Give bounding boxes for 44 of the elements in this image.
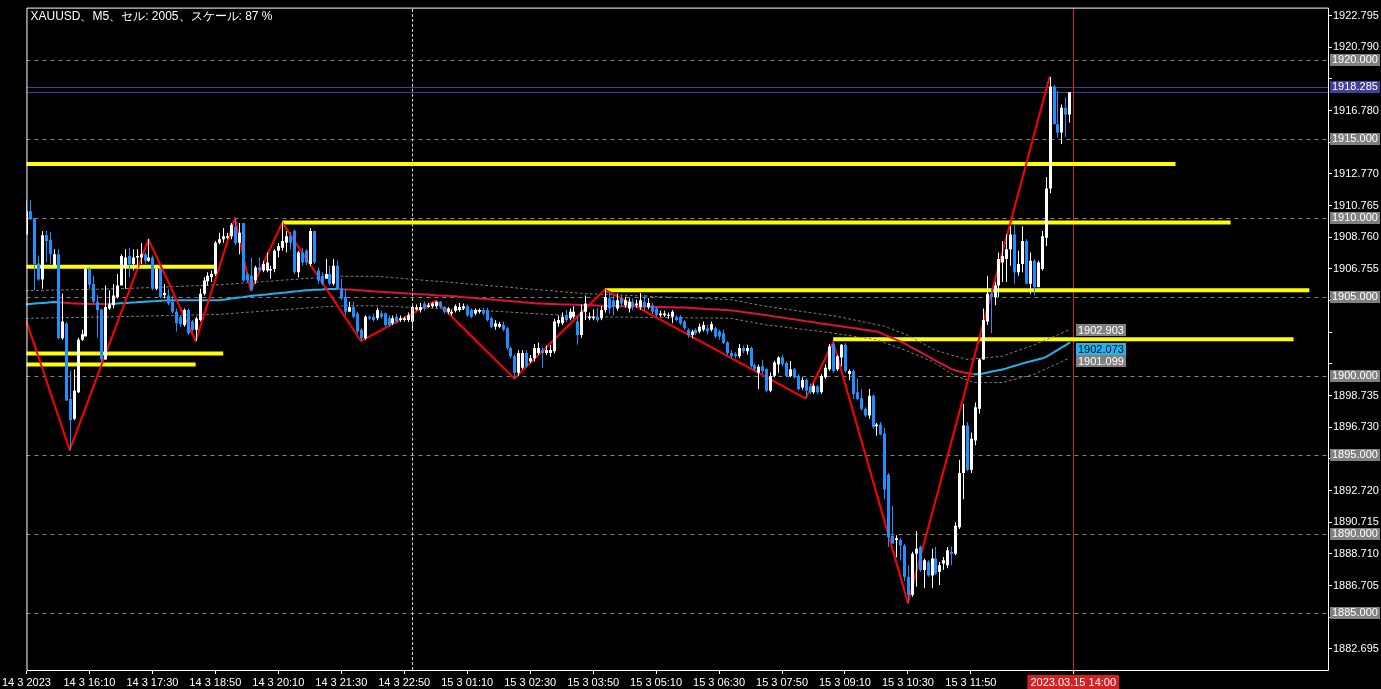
x-tick-label: 14 3 20:10 <box>252 675 305 688</box>
y-tick-label: 1888.710 <box>1333 546 1379 559</box>
ref-line-label: 1910.000 <box>1332 211 1378 224</box>
y-tick-label: 1898.735 <box>1333 388 1379 401</box>
y-tick-label: 1906.755 <box>1333 261 1379 274</box>
y-tick-label: 1890.715 <box>1333 515 1379 528</box>
x-tick-label: 14 3 18:50 <box>189 675 242 688</box>
ref-line-label: 1895.000 <box>1332 448 1378 461</box>
y-tick-label: 1920.790 <box>1333 40 1379 53</box>
x-tick-label: 15 3 05:10 <box>630 675 683 688</box>
ref-line-label: 1890.000 <box>1332 527 1378 540</box>
x-tick-label: 15 3 02:30 <box>504 675 557 688</box>
x-tick-label: 15 3 07:50 <box>756 675 809 688</box>
y-tick-label: 1910.765 <box>1333 198 1379 211</box>
x-tick-label: 15 3 01:10 <box>441 675 494 688</box>
ref-line-label: 1918.285 <box>1332 80 1378 93</box>
x-tick-label: 14 3 2023 <box>2 675 51 688</box>
y-tick-label: 1922.795 <box>1333 8 1379 21</box>
chart-title: XAUUSD、M5、セル: 2005、スケール: 87 % <box>30 8 273 23</box>
x-tick-label: 14 3 16:10 <box>63 675 116 688</box>
y-tick-label: 1896.730 <box>1333 420 1379 433</box>
y-tick-label: 1886.705 <box>1333 578 1379 591</box>
x-tick-label: 14 3 17:30 <box>126 675 179 688</box>
y-tick-label: 1916.780 <box>1333 103 1379 116</box>
x-tick-label: 15 3 03:50 <box>567 675 620 688</box>
x-tick-label: 15 3 09:10 <box>818 675 871 688</box>
ref-line-label: 1915.000 <box>1332 132 1378 145</box>
x-tick-label: 15 3 10:30 <box>881 675 934 688</box>
ref-line-label: 1920.000 <box>1332 53 1378 66</box>
x-tick-label: 15 3 11:50 <box>945 675 997 688</box>
x-tick-label: 14 3 22:50 <box>378 675 431 688</box>
y-tick-label: 1908.760 <box>1333 230 1379 243</box>
data-label: 1902.903 <box>1078 323 1124 336</box>
ref-line-label: 1900.000 <box>1332 369 1378 382</box>
y-tick-label: 1892.720 <box>1333 483 1379 496</box>
y-tick-label: 1912.770 <box>1333 166 1379 179</box>
ref-line-label: 1885.000 <box>1332 606 1378 619</box>
data-label: 1901.099 <box>1078 354 1124 367</box>
data-label: 1902.073 <box>1078 342 1124 355</box>
x-tick-label: 2023.03.15 14:00 <box>1030 675 1117 688</box>
x-tick-label: 14 3 21:30 <box>315 675 368 688</box>
y-tick-label: 1882.695 <box>1333 642 1379 654</box>
ref-line-label: 1905.000 <box>1332 290 1378 303</box>
x-tick-label: 15 3 06:30 <box>693 675 746 688</box>
